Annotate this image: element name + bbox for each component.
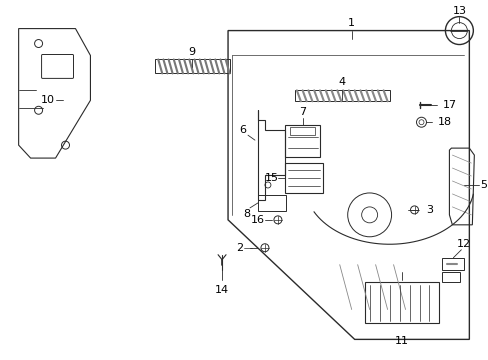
Text: 2: 2 [236,243,243,253]
Text: 14: 14 [215,284,229,294]
Text: 7: 7 [299,107,306,117]
Text: 10: 10 [41,95,55,105]
Text: 6: 6 [239,125,246,135]
Text: 16: 16 [250,215,264,225]
Text: 17: 17 [442,100,455,110]
Text: 3: 3 [425,205,432,215]
Text: 11: 11 [394,336,407,346]
Text: 1: 1 [347,18,354,28]
Text: 13: 13 [451,6,466,15]
Text: 15: 15 [264,173,278,183]
Text: 12: 12 [456,239,470,249]
Text: 5: 5 [479,180,486,190]
Text: 9: 9 [188,48,195,58]
Text: 8: 8 [243,209,250,219]
Text: 4: 4 [338,77,345,87]
Text: 18: 18 [436,117,450,127]
